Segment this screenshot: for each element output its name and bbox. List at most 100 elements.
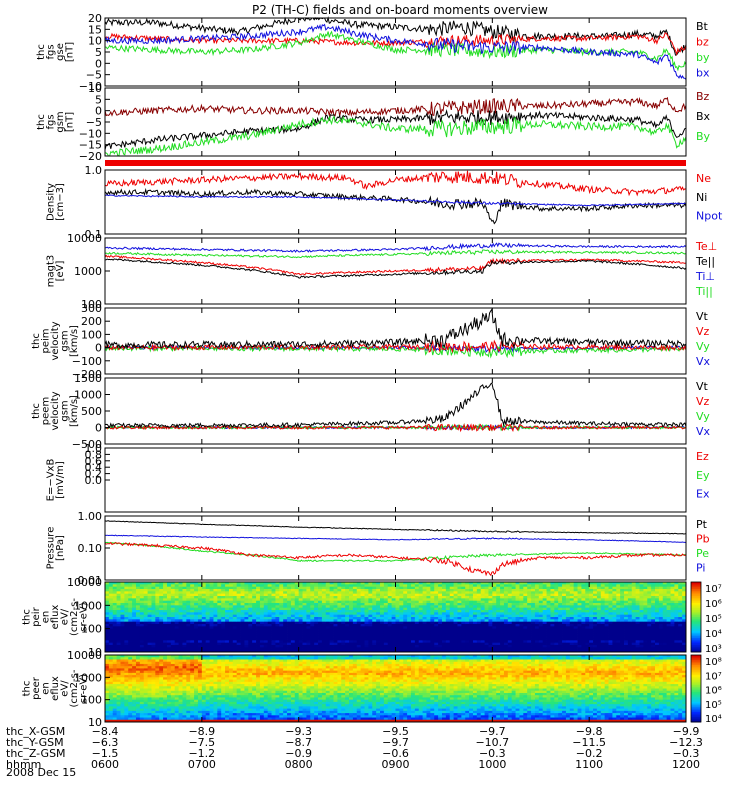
y-tick-label: 100	[81, 298, 102, 311]
legend: Ez Ey Ex	[696, 450, 710, 501]
y-tick-label: 10000	[67, 576, 102, 589]
y-axis-label: [eV]	[55, 261, 66, 282]
y-axis-label: thc	[22, 609, 33, 625]
panel-6: Vt Vz Vy Vx 1500 1000 500 0 −500 thcpeemvelocityg…	[31, 372, 711, 451]
y-tick-label: 10	[88, 35, 102, 48]
y-axis-label: [km/s]	[69, 395, 80, 427]
series-line-by	[104, 115, 687, 157]
ephemeris-value: −0.9	[285, 747, 312, 760]
y-axis-label: velocity	[50, 391, 61, 430]
ephemeris-value: 0600	[91, 758, 119, 771]
y-tick-label: 1500	[74, 372, 102, 385]
y-tick-label: 10	[88, 646, 102, 659]
panel-10: 10⁸ 10⁷ 10⁶ 10⁵ 10⁴ 10000 1000 100 10 thcpeerenef…	[22, 649, 722, 729]
y-axis-label: gse	[55, 43, 66, 61]
ephemeris-value: 1000	[478, 758, 506, 771]
y-tick-label: 1000	[74, 671, 102, 684]
legend-label: Vy	[696, 340, 710, 353]
spectrogram-cells	[105, 655, 687, 723]
series-line-ti	[104, 249, 687, 259]
colorbar-tick-label: 10³	[705, 644, 722, 655]
y-axis-label: thc	[36, 114, 47, 130]
legend-label: Pt	[696, 518, 708, 531]
y-tick-label: 0	[95, 342, 102, 355]
panel-4: Te⊥ Te|| Ti⊥ Ti|| 10000 1000 100 magt3[eV]	[45, 232, 717, 311]
ephemeris-label: thc_Y-GSM	[6, 736, 64, 749]
ephemeris-value: −8.9	[188, 725, 215, 738]
ephemeris-value: −1.5	[92, 747, 119, 760]
panel-7: Ez Ey Ex 1.00.80.60.40.20.0 E=−VxB[mV/m]	[45, 442, 710, 513]
legend-label: Bt	[696, 20, 709, 33]
y-tick-label: 0	[95, 105, 102, 118]
ephemeris-value: −6.3	[92, 736, 119, 749]
y-tick-label: 0.01	[78, 574, 103, 587]
y-axis-label: (cm2-s-	[69, 669, 80, 707]
y-axis-label: velocity	[50, 321, 61, 360]
colorbar-tick-label: 10⁴	[705, 629, 722, 640]
y-tick-label: 20	[88, 12, 102, 25]
y-axis-label: Density	[45, 183, 56, 221]
y-tick-label: 100	[81, 328, 102, 341]
legend-label: Vz	[696, 395, 710, 408]
y-tick-label: 10	[88, 716, 102, 729]
y-tick-label: 1.0	[85, 164, 103, 177]
y-tick-label: 1000	[74, 599, 102, 612]
ephemeris-value: −9.7	[479, 725, 506, 738]
y-tick-label: −20	[79, 150, 102, 163]
y-axis-label: en	[41, 611, 52, 624]
ephemeris-table: thc_X-GSM −8.4 −8.9 −9.3 −9.5 −9.7 −9.8 −9.9thc…	[6, 725, 703, 771]
y-tick-label: 5	[95, 46, 102, 59]
series-line-ni	[104, 187, 687, 225]
y-tick-label: 0	[95, 422, 102, 435]
colorbar-tick-label: 10⁶	[705, 599, 722, 610]
legend-label: Te⊥	[695, 240, 717, 253]
legend-label: Ni	[696, 191, 707, 204]
series-line-pe	[105, 541, 687, 563]
y-tick-label: 1000	[74, 265, 102, 278]
ephemeris-value: −9.5	[382, 725, 409, 738]
legend-label: Bx	[696, 110, 711, 123]
legend-label: Te||	[695, 255, 715, 268]
series-line-te	[104, 254, 687, 276]
series-line-te	[104, 258, 687, 279]
legend: Vt Vz Vy Vx	[696, 310, 711, 368]
legend-label: Ti||	[695, 285, 713, 298]
legend-label: bx	[696, 66, 710, 79]
legend-label: Vx	[696, 425, 711, 438]
series-line-bt	[104, 16, 687, 56]
spectrogram-cells	[105, 582, 687, 653]
ephemeris-value: −9.3	[285, 725, 312, 738]
y-axis-label: en	[41, 682, 52, 695]
ephemeris-value: −7.5	[188, 736, 215, 749]
colorbar-tick-label: 10⁵	[705, 614, 722, 625]
ephemeris-value: −8.4	[92, 725, 119, 738]
ephemeris-value: −0.2	[576, 747, 603, 760]
legend-label: Vy	[696, 410, 710, 423]
y-axis-label: sr-eV)	[79, 674, 90, 703]
ephemeris-value: −12.3	[669, 736, 703, 749]
legend-label: Ti⊥	[695, 270, 715, 283]
legend-label: Ez	[696, 450, 709, 463]
y-tick-label: 1.00	[78, 510, 103, 523]
ephemeris-value: −11.5	[572, 736, 606, 749]
colorbar-tick-label: 10⁷	[705, 584, 722, 595]
legend-label: bz	[696, 35, 709, 48]
series-line-pt	[104, 520, 687, 535]
y-tick-label: −5	[86, 116, 102, 129]
y-tick-label: 5	[95, 93, 102, 106]
legend: Bt bz by bx	[696, 20, 710, 79]
y-axis-label: gsm	[60, 400, 71, 421]
y-axis-label: eflux	[50, 605, 61, 630]
y-tick-label: 0.4	[85, 461, 103, 474]
legend-label: Vt	[696, 380, 709, 393]
legend-label: Vt	[696, 310, 709, 323]
legend: Ne Ni Npot	[696, 172, 723, 223]
legend-label: by	[696, 51, 710, 64]
series-line-npot	[104, 194, 687, 207]
series-line-pi	[104, 534, 687, 543]
series-line-vt	[104, 382, 687, 429]
legend-label: Pb	[696, 533, 710, 546]
